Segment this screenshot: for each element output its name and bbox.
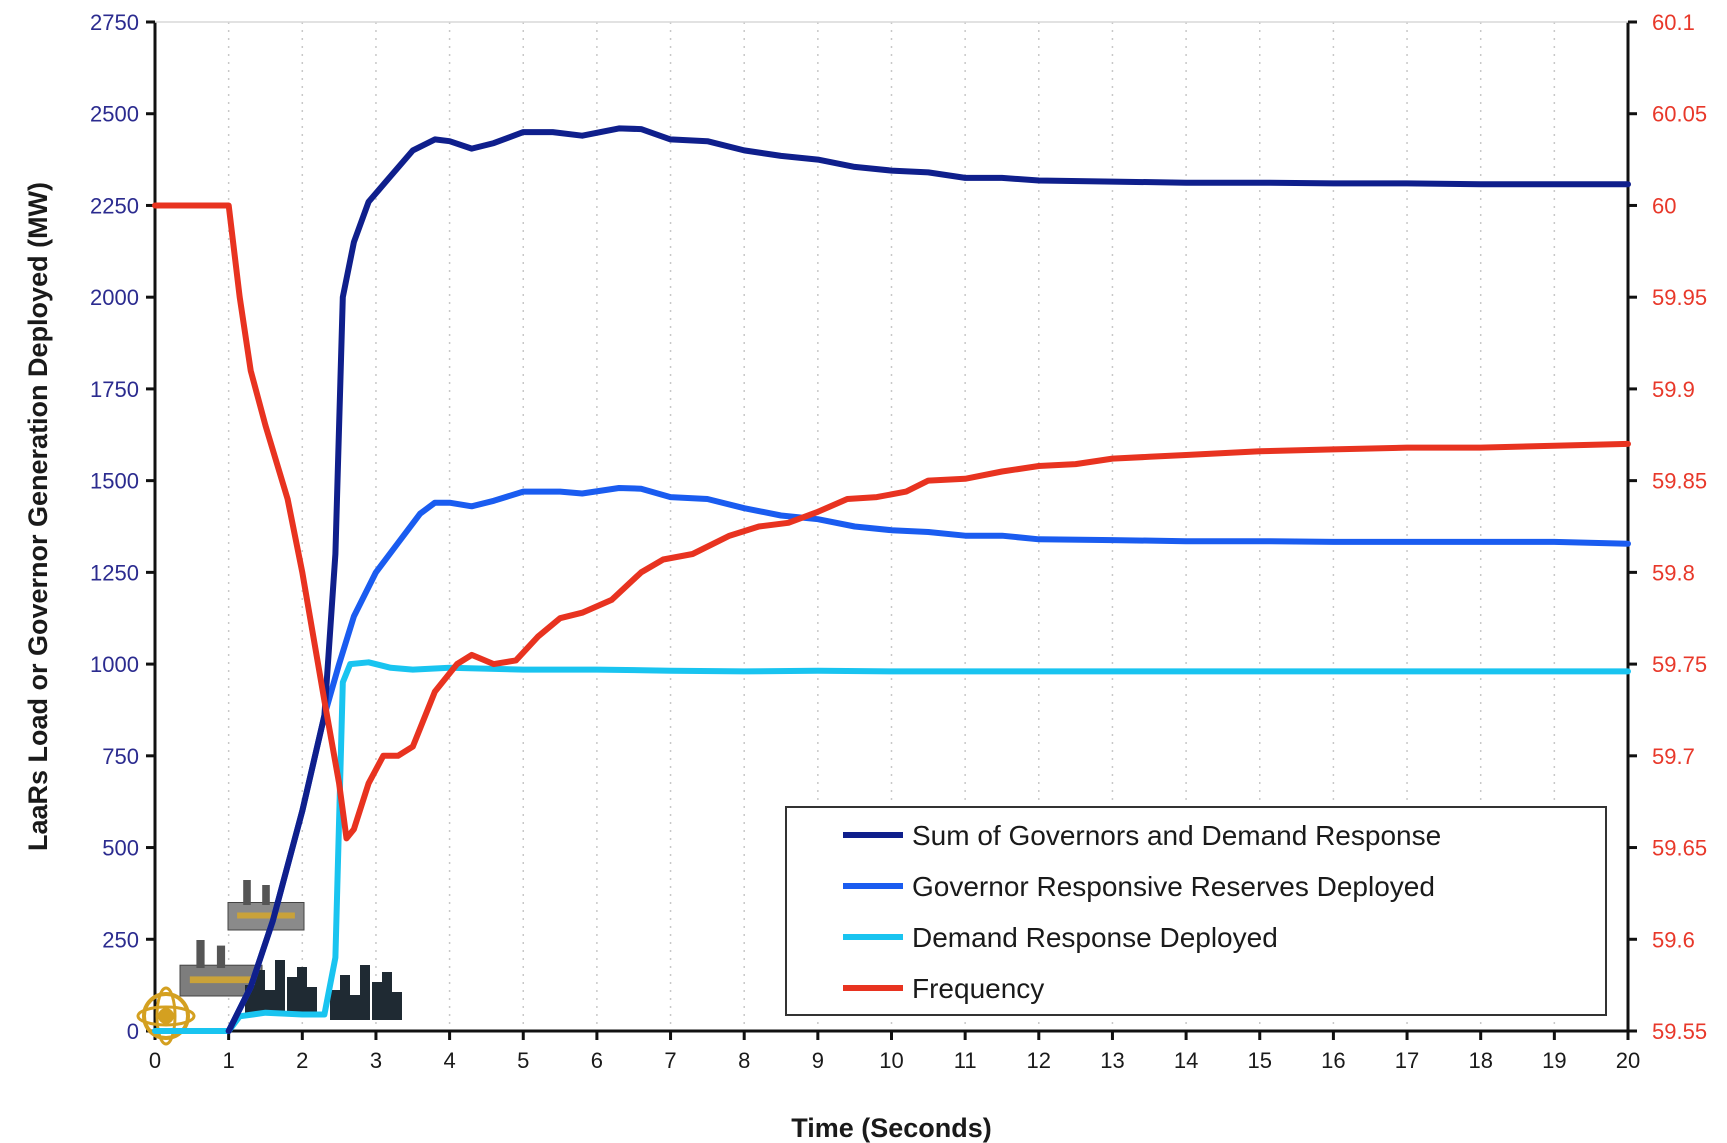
x-tick-label: 13 (1100, 1048, 1124, 1073)
y2-tick-label: 59.9 (1652, 377, 1695, 402)
x-tick-label: 1 (223, 1048, 235, 1073)
series-line-sum-of-governors-and-demand-response (225, 125, 1631, 1034)
x-tick-label: 16 (1321, 1048, 1345, 1073)
y-tick-label: 2250 (90, 193, 139, 218)
legend-box (785, 806, 1607, 1016)
y2-tick-label: 59.7 (1652, 744, 1695, 769)
y2-tick-label: 59.6 (1652, 927, 1695, 952)
x-tick-label: 0 (149, 1048, 161, 1073)
series-line-frequency (152, 202, 1631, 842)
legend: Sum of Governors and Demand Response Gove… (785, 806, 1607, 1016)
series-line-demand-response-deployed (152, 659, 1631, 1034)
x-tick-label: 17 (1395, 1048, 1419, 1073)
y-tick-label: 2000 (90, 285, 139, 310)
x-tick-label: 14 (1174, 1048, 1198, 1073)
legend-label: Sum of Governors and Demand Response (912, 820, 1441, 851)
y-tick-label: 1250 (90, 560, 139, 585)
x-tick-label: 18 (1468, 1048, 1492, 1073)
y-tick-label: 1000 (90, 652, 139, 677)
city-skyline-icon (330, 965, 402, 1020)
legend-label: Governor Responsive Reserves Deployed (912, 871, 1435, 902)
x-tick-label: 3 (370, 1048, 382, 1073)
nuclear-icon (136, 986, 196, 1046)
x-tick-label: 10 (879, 1048, 903, 1073)
x-tick-label: 6 (591, 1048, 603, 1073)
y2-tick-label: 59.95 (1652, 285, 1707, 310)
y-tick-label: 0 (127, 1019, 139, 1044)
y2-tick-label: 59.8 (1652, 560, 1695, 585)
x-tick-label: 11 (954, 1048, 977, 1073)
x-tick-label: 2 (296, 1048, 308, 1073)
y2-tick-label: 60.05 (1652, 102, 1707, 127)
x-tick-label: 8 (738, 1048, 750, 1073)
y2-tick-label: 59.65 (1652, 836, 1707, 861)
y2-tick-label: 59.85 (1652, 469, 1707, 494)
y2-tick-label: 60 (1652, 193, 1676, 218)
y2-tick-label: 59.75 (1652, 652, 1707, 677)
city-skyline-icon (245, 960, 317, 1015)
y-axis-title: LaaRs Load or Governor Generation Deploy… (23, 182, 53, 851)
y2-tick-label: 60.1 (1652, 10, 1695, 35)
x-tick-label: 4 (443, 1048, 455, 1073)
x-tick-label: 12 (1027, 1048, 1051, 1073)
x-tick-label: 7 (664, 1048, 676, 1073)
y-tick-label: 1500 (90, 469, 139, 494)
axis-titles: Time (Seconds) LaaRs Load or Governor Ge… (23, 182, 992, 1143)
x-tick-label: 15 (1248, 1048, 1272, 1073)
y-tick-label: 2500 (90, 102, 139, 127)
power-plant-icon (227, 880, 305, 931)
x-axis-title: Time (Seconds) (791, 1113, 992, 1143)
legend-label: Demand Response Deployed (912, 922, 1278, 953)
plant-icons (136, 880, 402, 1046)
y2-tick-label: 59.55 (1652, 1019, 1707, 1044)
y-tick-label: 750 (102, 744, 139, 769)
axes (146, 20, 1637, 1040)
x-tick-label: 20 (1616, 1048, 1640, 1073)
x-tick-label: 5 (517, 1048, 529, 1073)
tick-labels: 0250500750100012501500175020002250250027… (90, 10, 1707, 1073)
legend-label: Frequency (912, 973, 1044, 1004)
x-tick-label: 9 (812, 1048, 824, 1073)
x-tick-label: 19 (1542, 1048, 1566, 1073)
y-tick-label: 1750 (90, 377, 139, 402)
series-lines (152, 125, 1631, 1034)
y-tick-label: 500 (102, 836, 139, 861)
series-line-governor-responsive-reserves-deployed (225, 485, 1631, 1034)
y-tick-label: 250 (102, 927, 139, 952)
y-tick-label: 2750 (90, 10, 139, 35)
